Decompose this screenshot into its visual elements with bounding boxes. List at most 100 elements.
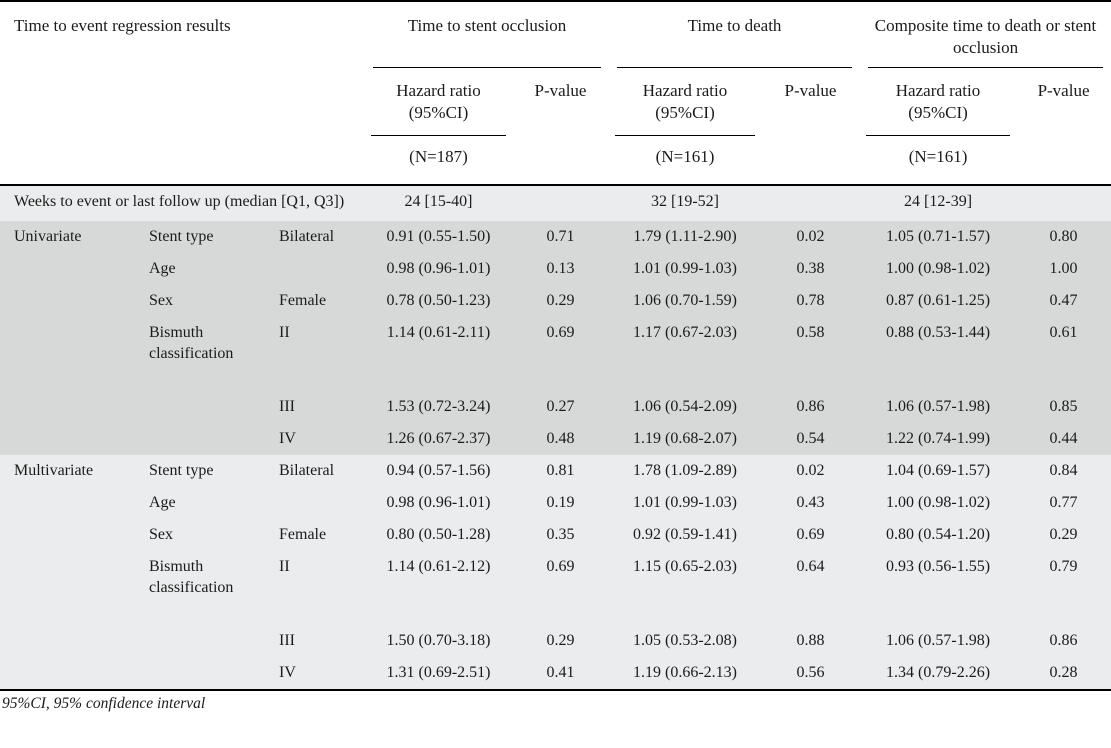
table-cell: 1.19 (0.68-2.07)	[609, 423, 762, 455]
table-cell	[0, 519, 137, 551]
hazard-ratio-header: Hazard ratio (95%CI)	[365, 68, 512, 136]
table-cell	[270, 487, 365, 519]
table-cell: 0.44	[1016, 423, 1111, 455]
table-cell: 0.78 (0.50-1.23)	[365, 285, 512, 317]
table-cell: II	[270, 551, 365, 625]
table-cell	[0, 625, 137, 657]
hazard-ratio-header: Hazard ratio (95%CI)	[609, 68, 761, 136]
table-cell	[137, 423, 270, 455]
table-cell: 1.34 (0.79-2.26)	[860, 657, 1017, 691]
table-cell: 0.86	[1016, 625, 1111, 657]
table-cell: II	[270, 317, 365, 391]
table-cell: 0.29	[1016, 519, 1111, 551]
sample-size: (N=161)	[860, 136, 1017, 186]
table-cell: 0.28	[1016, 657, 1111, 691]
table-header: Time to event regression results Time to…	[0, 1, 1111, 186]
table-cell	[137, 391, 270, 423]
table-cell: 0.88 (0.53-1.44)	[860, 317, 1017, 391]
table-cell: 1.06 (0.57-1.98)	[860, 625, 1017, 657]
table-cell: Age	[137, 487, 270, 519]
table-cell	[137, 657, 270, 691]
table-cell: 0.86	[761, 391, 861, 423]
table-cell: 1.01 (0.99-1.03)	[609, 487, 762, 519]
table-cell: 0.78	[761, 285, 861, 317]
table-cell	[761, 185, 861, 221]
table-row: III 1.53 (0.72-3.24) 0.27 1.06 (0.54-2.09) 0…	[0, 391, 1111, 423]
table-row: Bismuth classification II 1.14 (0.61-2.11)…	[0, 317, 1111, 391]
table-cell: Bilateral	[270, 455, 365, 487]
table-cell	[0, 285, 137, 317]
column-group-label: Composite time to death or stent occlusi…	[868, 15, 1104, 68]
table-cell: 1.04 (0.69-1.57)	[860, 455, 1017, 487]
table-cell: Sex	[137, 519, 270, 551]
table-cell: 0.79	[1016, 551, 1111, 625]
table-row: IV 1.31 (0.69-2.51) 0.41 1.19 (0.66-2.13) 0.…	[0, 657, 1111, 691]
table-row: Age 0.98 (0.96-1.01) 0.19 1.01 (0.99-1.03) 0…	[0, 487, 1111, 519]
table-cell: 0.93 (0.56-1.55)	[860, 551, 1017, 625]
table-cell: 0.54	[761, 423, 861, 455]
table-cell: 0.94 (0.57-1.56)	[365, 455, 512, 487]
table-cell: 0.92 (0.59-1.41)	[609, 519, 762, 551]
table-cell: Stent type	[137, 455, 270, 487]
table-cell	[0, 253, 137, 285]
table-body: Weeks to event or last follow up (median…	[0, 185, 1111, 691]
p-value-header: P-value	[534, 81, 587, 100]
table-cell: Univariate	[0, 221, 137, 253]
table-cell: IV	[270, 657, 365, 691]
table-cell: 0.13	[512, 253, 610, 285]
table-cell: 0.41	[512, 657, 610, 691]
table-cell	[0, 551, 137, 625]
p-value-header: P-value	[1037, 81, 1090, 100]
table-cell: 1.79 (1.11-2.90)	[609, 221, 762, 253]
table-cell: 0.77	[1016, 487, 1111, 519]
table-cell: 24 [15-40]	[365, 185, 512, 221]
table-cell	[512, 185, 610, 221]
table-row: Sex Female 0.80 (0.50-1.28) 0.35 0.92 (0.59-…	[0, 519, 1111, 551]
table-cell: 0.98 (0.96-1.01)	[365, 487, 512, 519]
table-cell: 0.38	[761, 253, 861, 285]
table-cell: 1.06 (0.54-2.09)	[609, 391, 762, 423]
table-cell: 1.31 (0.69-2.51)	[365, 657, 512, 691]
sample-size-row: (N=187) (N=161) (N=161)	[0, 136, 1111, 186]
table-cell: 0.02	[761, 455, 861, 487]
column-group-label: Time to death	[617, 15, 853, 68]
table-cell: 0.80 (0.50-1.28)	[365, 519, 512, 551]
table-cell: 0.88	[761, 625, 861, 657]
table-row: III 1.50 (0.70-3.18) 0.29 1.05 (0.53-2.08) 0…	[0, 625, 1111, 657]
subheader-row: Hazard ratio (95%CI) P-value Hazard rati…	[0, 68, 1111, 136]
table-cell: 1.05 (0.53-2.08)	[609, 625, 762, 657]
column-group-death: Time to death	[609, 1, 860, 68]
table-cell: Stent type	[137, 221, 270, 253]
table-cell: Age	[137, 253, 270, 285]
table-cell: 1.06 (0.57-1.98)	[860, 391, 1017, 423]
table-row: IV 1.26 (0.67-2.37) 0.48 1.19 (0.68-2.07) 0.…	[0, 423, 1111, 455]
table-cell: 0.29	[512, 625, 610, 657]
table-cell: 1.05 (0.71-1.57)	[860, 221, 1017, 253]
p-value-header: P-value	[784, 81, 837, 100]
table-cell: Sex	[137, 285, 270, 317]
table-cell	[0, 423, 137, 455]
table-cell: 1.00 (0.98-1.02)	[860, 253, 1017, 285]
table-cell: Female	[270, 519, 365, 551]
table-cell: 1.22 (0.74-1.99)	[860, 423, 1017, 455]
table-cell: 0.35	[512, 519, 610, 551]
table-cell: Female	[270, 285, 365, 317]
table-cell	[0, 487, 137, 519]
column-group-composite: Composite time to death or stent occlusi…	[860, 1, 1111, 68]
column-group-label: Time to stent occlusion	[373, 15, 602, 68]
table-row: Age 0.98 (0.96-1.01) 0.13 1.01 (0.99-1.03) 0…	[0, 253, 1111, 285]
table-row: Weeks to event or last follow up (median…	[0, 185, 1111, 221]
table-cell: 0.43	[761, 487, 861, 519]
table-cell: 1.06 (0.70-1.59)	[609, 285, 762, 317]
table-row: Sex Female 0.78 (0.50-1.23) 0.29 1.06 (0.70-…	[0, 285, 1111, 317]
table-cell: 1.15 (0.65-2.03)	[609, 551, 762, 625]
table-cell: 0.84	[1016, 455, 1111, 487]
table-cell: 0.29	[512, 285, 610, 317]
table-cell: 0.98 (0.96-1.01)	[365, 253, 512, 285]
table-cell: 1.26 (0.67-2.37)	[365, 423, 512, 455]
table-row: Bismuth classification II 1.14 (0.61-2.12)…	[0, 551, 1111, 625]
table-cell: 0.81	[512, 455, 610, 487]
table-cell: III	[270, 391, 365, 423]
table-cell	[0, 317, 137, 391]
table-cell: IV	[270, 423, 365, 455]
